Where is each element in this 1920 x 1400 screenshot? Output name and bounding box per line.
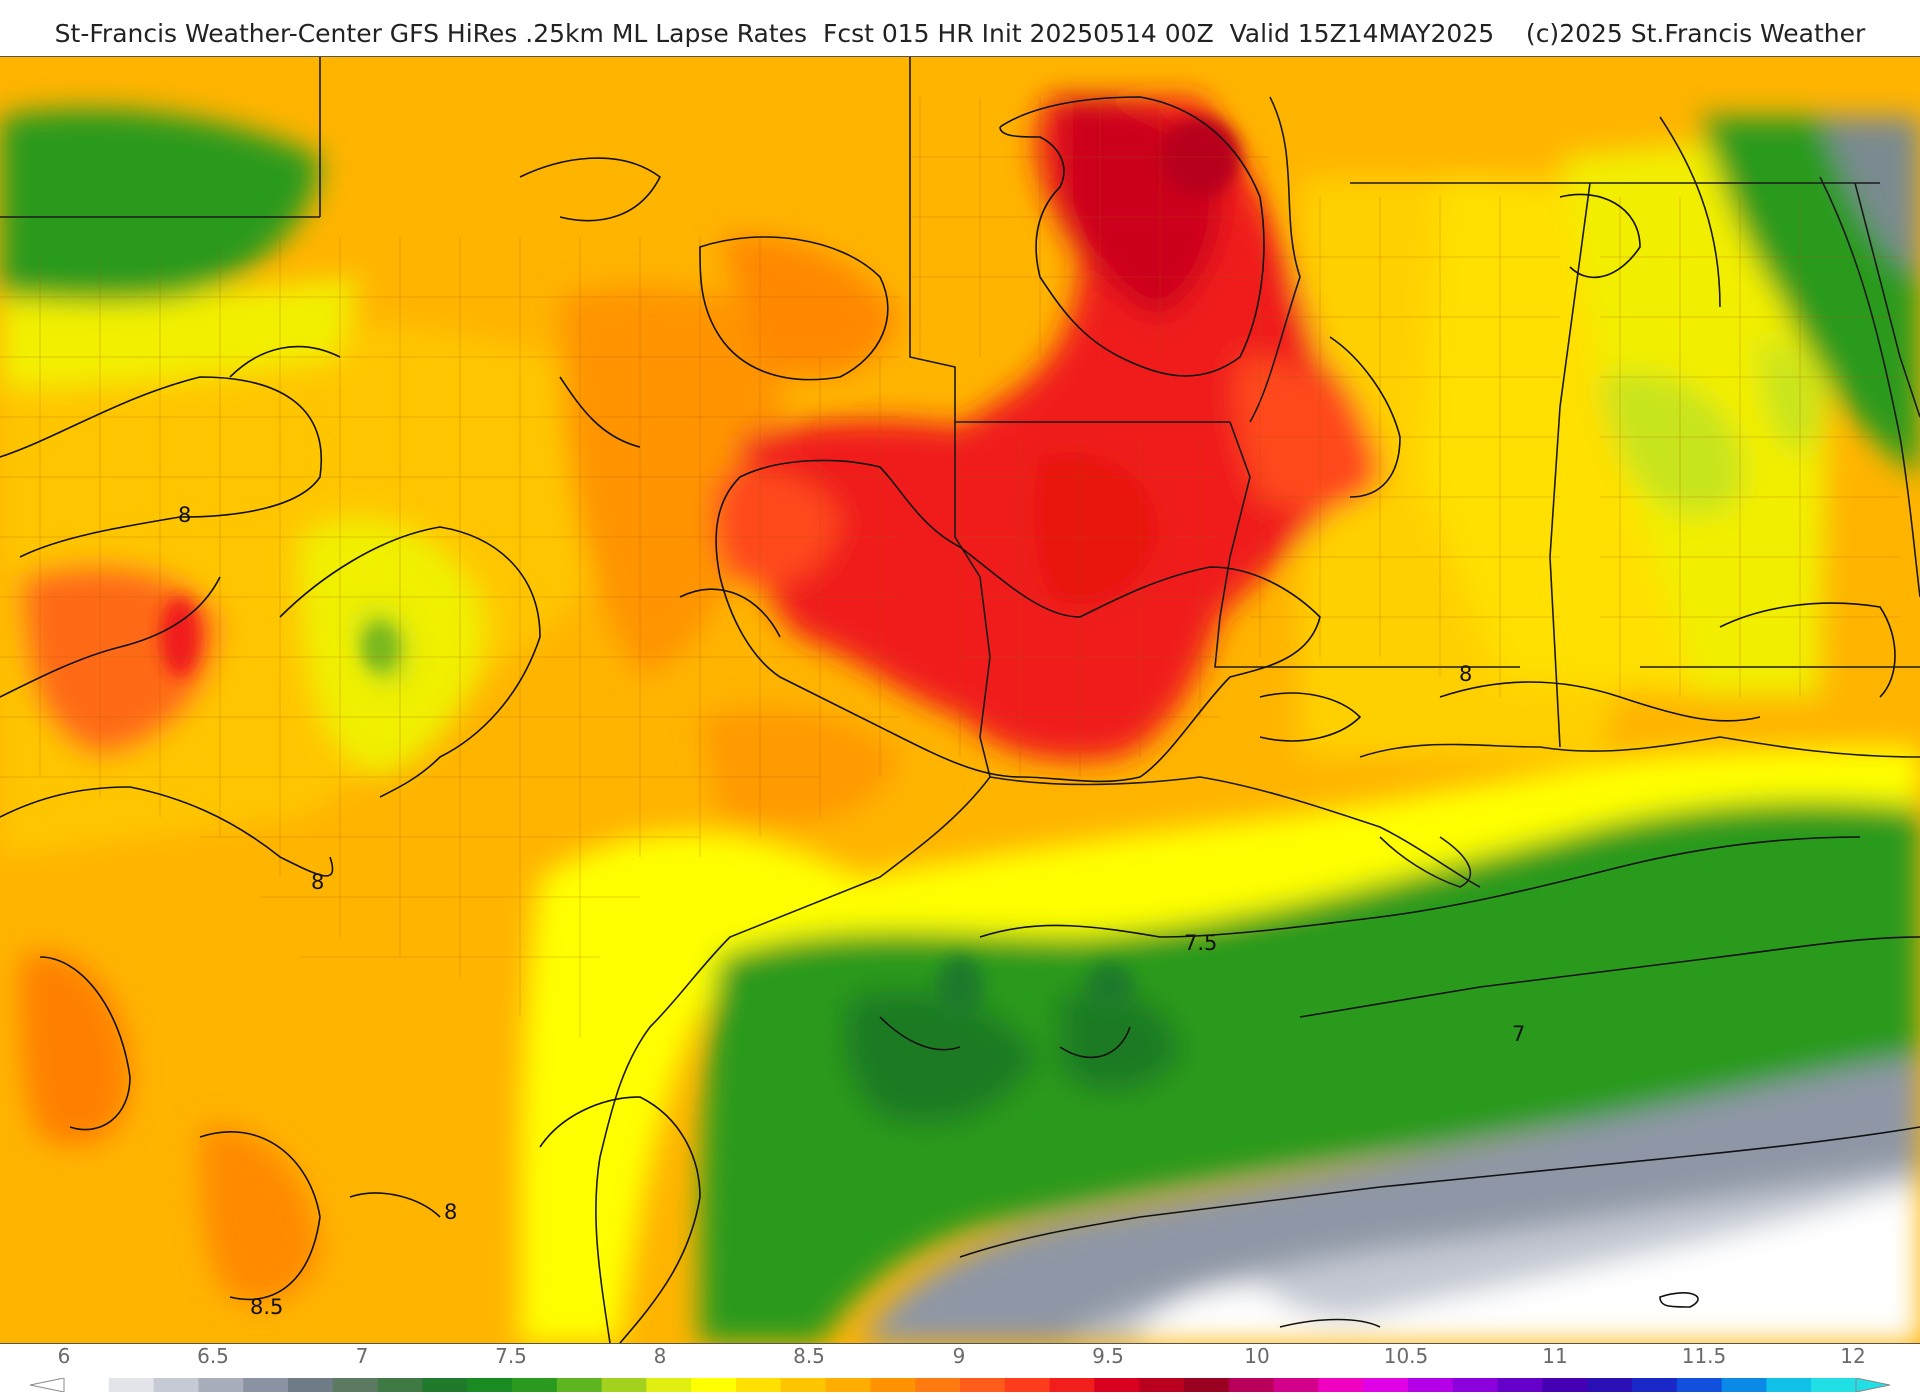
colorbar-cells	[64, 1378, 1857, 1392]
map-title: St-Francis Weather-Center GFS HiRes .25k…	[54, 19, 1866, 48]
colorbar-cell	[1318, 1378, 1364, 1392]
colorbar-cell	[422, 1378, 468, 1392]
contour-label-7-5: 7.5	[1184, 931, 1217, 955]
colorbar-cell	[467, 1378, 513, 1392]
colorbar-tick: 8.5	[793, 1344, 825, 1368]
colorbar-cell	[1228, 1378, 1275, 1392]
colorbar-cell	[780, 1378, 827, 1392]
colorbar-cell	[601, 1378, 647, 1392]
colorbar-cell	[512, 1378, 558, 1392]
state-borders	[0, 57, 1920, 778]
colorbar-tick: 11	[1542, 1344, 1568, 1368]
contour-lines	[0, 96, 1920, 1343]
colorbar-cell	[1587, 1378, 1633, 1392]
colorbar-tick: 8	[653, 1344, 667, 1368]
colorbar-tick: 10.5	[1383, 1344, 1429, 1368]
contour-labels: 8 8 8 8.5 7.5 7 6 8	[178, 503, 1525, 1319]
colorbar-cell	[1542, 1378, 1588, 1392]
lapse-rate-map: 8 8 8 8.5 7.5 7 6 8	[0, 56, 1920, 1344]
colorbar-cell	[825, 1378, 871, 1392]
colorbar-cell	[108, 1378, 155, 1392]
colorbar-cell	[1811, 1378, 1857, 1392]
colorbar-cell	[1094, 1378, 1140, 1392]
contour-label-8-south: 8	[444, 1200, 457, 1224]
contour-label-8-5: 8.5	[250, 1295, 283, 1319]
colorbar-tick: 9.5	[1092, 1344, 1124, 1368]
colorbar-right-arrow	[1855, 1378, 1890, 1392]
colorbar-cell	[691, 1378, 737, 1392]
colorbar-cell	[153, 1378, 199, 1392]
colorbar-tick: 11.5	[1681, 1344, 1727, 1368]
colorbar-cell	[915, 1378, 961, 1392]
detail-field	[160, 117, 1240, 1017]
map-canvas: 8 8 8 8.5 7.5 7 6 8	[0, 57, 1920, 1343]
colorbar-cell	[736, 1378, 782, 1392]
contour-label-8-southwest: 8	[311, 870, 324, 894]
colorbar-cell	[332, 1378, 379, 1392]
colorbar-cell	[377, 1378, 423, 1392]
colorbar-cell	[1766, 1378, 1812, 1392]
colorbar-cell	[556, 1378, 603, 1392]
colorbar-tick: 12	[1840, 1344, 1866, 1368]
colorbar-left-arrow	[30, 1378, 65, 1392]
colorbar-tick: 9	[952, 1344, 966, 1368]
contour-label-7: 7	[1512, 1022, 1525, 1046]
contour-label-8-east: 8	[1459, 662, 1472, 686]
colorbar-cell	[1049, 1378, 1095, 1392]
colorbar-cell	[1676, 1378, 1723, 1392]
colorbar-cell	[64, 1378, 110, 1392]
colorbar-cell	[960, 1378, 1006, 1392]
colorbar-cell	[1004, 1378, 1051, 1392]
colorbar-cell	[1184, 1378, 1230, 1392]
colorbar-tick-labels: 6 6.5 7 7.5 8 8.5 9 9.5 10 10.5 11 11.5 …	[0, 1344, 1920, 1374]
colorbar-cell	[646, 1378, 692, 1392]
county-lines	[0, 97, 1900, 1037]
colorbar-cell	[288, 1378, 334, 1392]
colorbar-tick: 10	[1244, 1344, 1270, 1368]
colorbar-tick: 7.5	[495, 1344, 527, 1368]
colorbar-cell	[1721, 1378, 1767, 1392]
colorbar-cell	[1452, 1378, 1499, 1392]
colorbar-cell	[1408, 1378, 1454, 1392]
colorbar-tick: 7	[355, 1344, 369, 1368]
colorbar-tick: 6.5	[197, 1344, 229, 1368]
colorbar	[30, 1378, 1890, 1392]
colorbar-cell	[1497, 1378, 1543, 1392]
colorbar-cell	[1363, 1378, 1409, 1392]
colorbar-cell	[198, 1378, 244, 1392]
colorbar-cell	[243, 1378, 289, 1392]
contour-label-8-west: 8	[178, 503, 191, 527]
colorbar-cell	[1139, 1378, 1185, 1392]
coastline	[595, 176, 1920, 1343]
colorbar-cell	[870, 1378, 916, 1392]
colorbar-cell	[1273, 1378, 1319, 1392]
colorbar-tick: 6	[57, 1344, 71, 1368]
shaded-field	[0, 97, 1920, 1343]
colorbar-cell	[1632, 1378, 1678, 1392]
